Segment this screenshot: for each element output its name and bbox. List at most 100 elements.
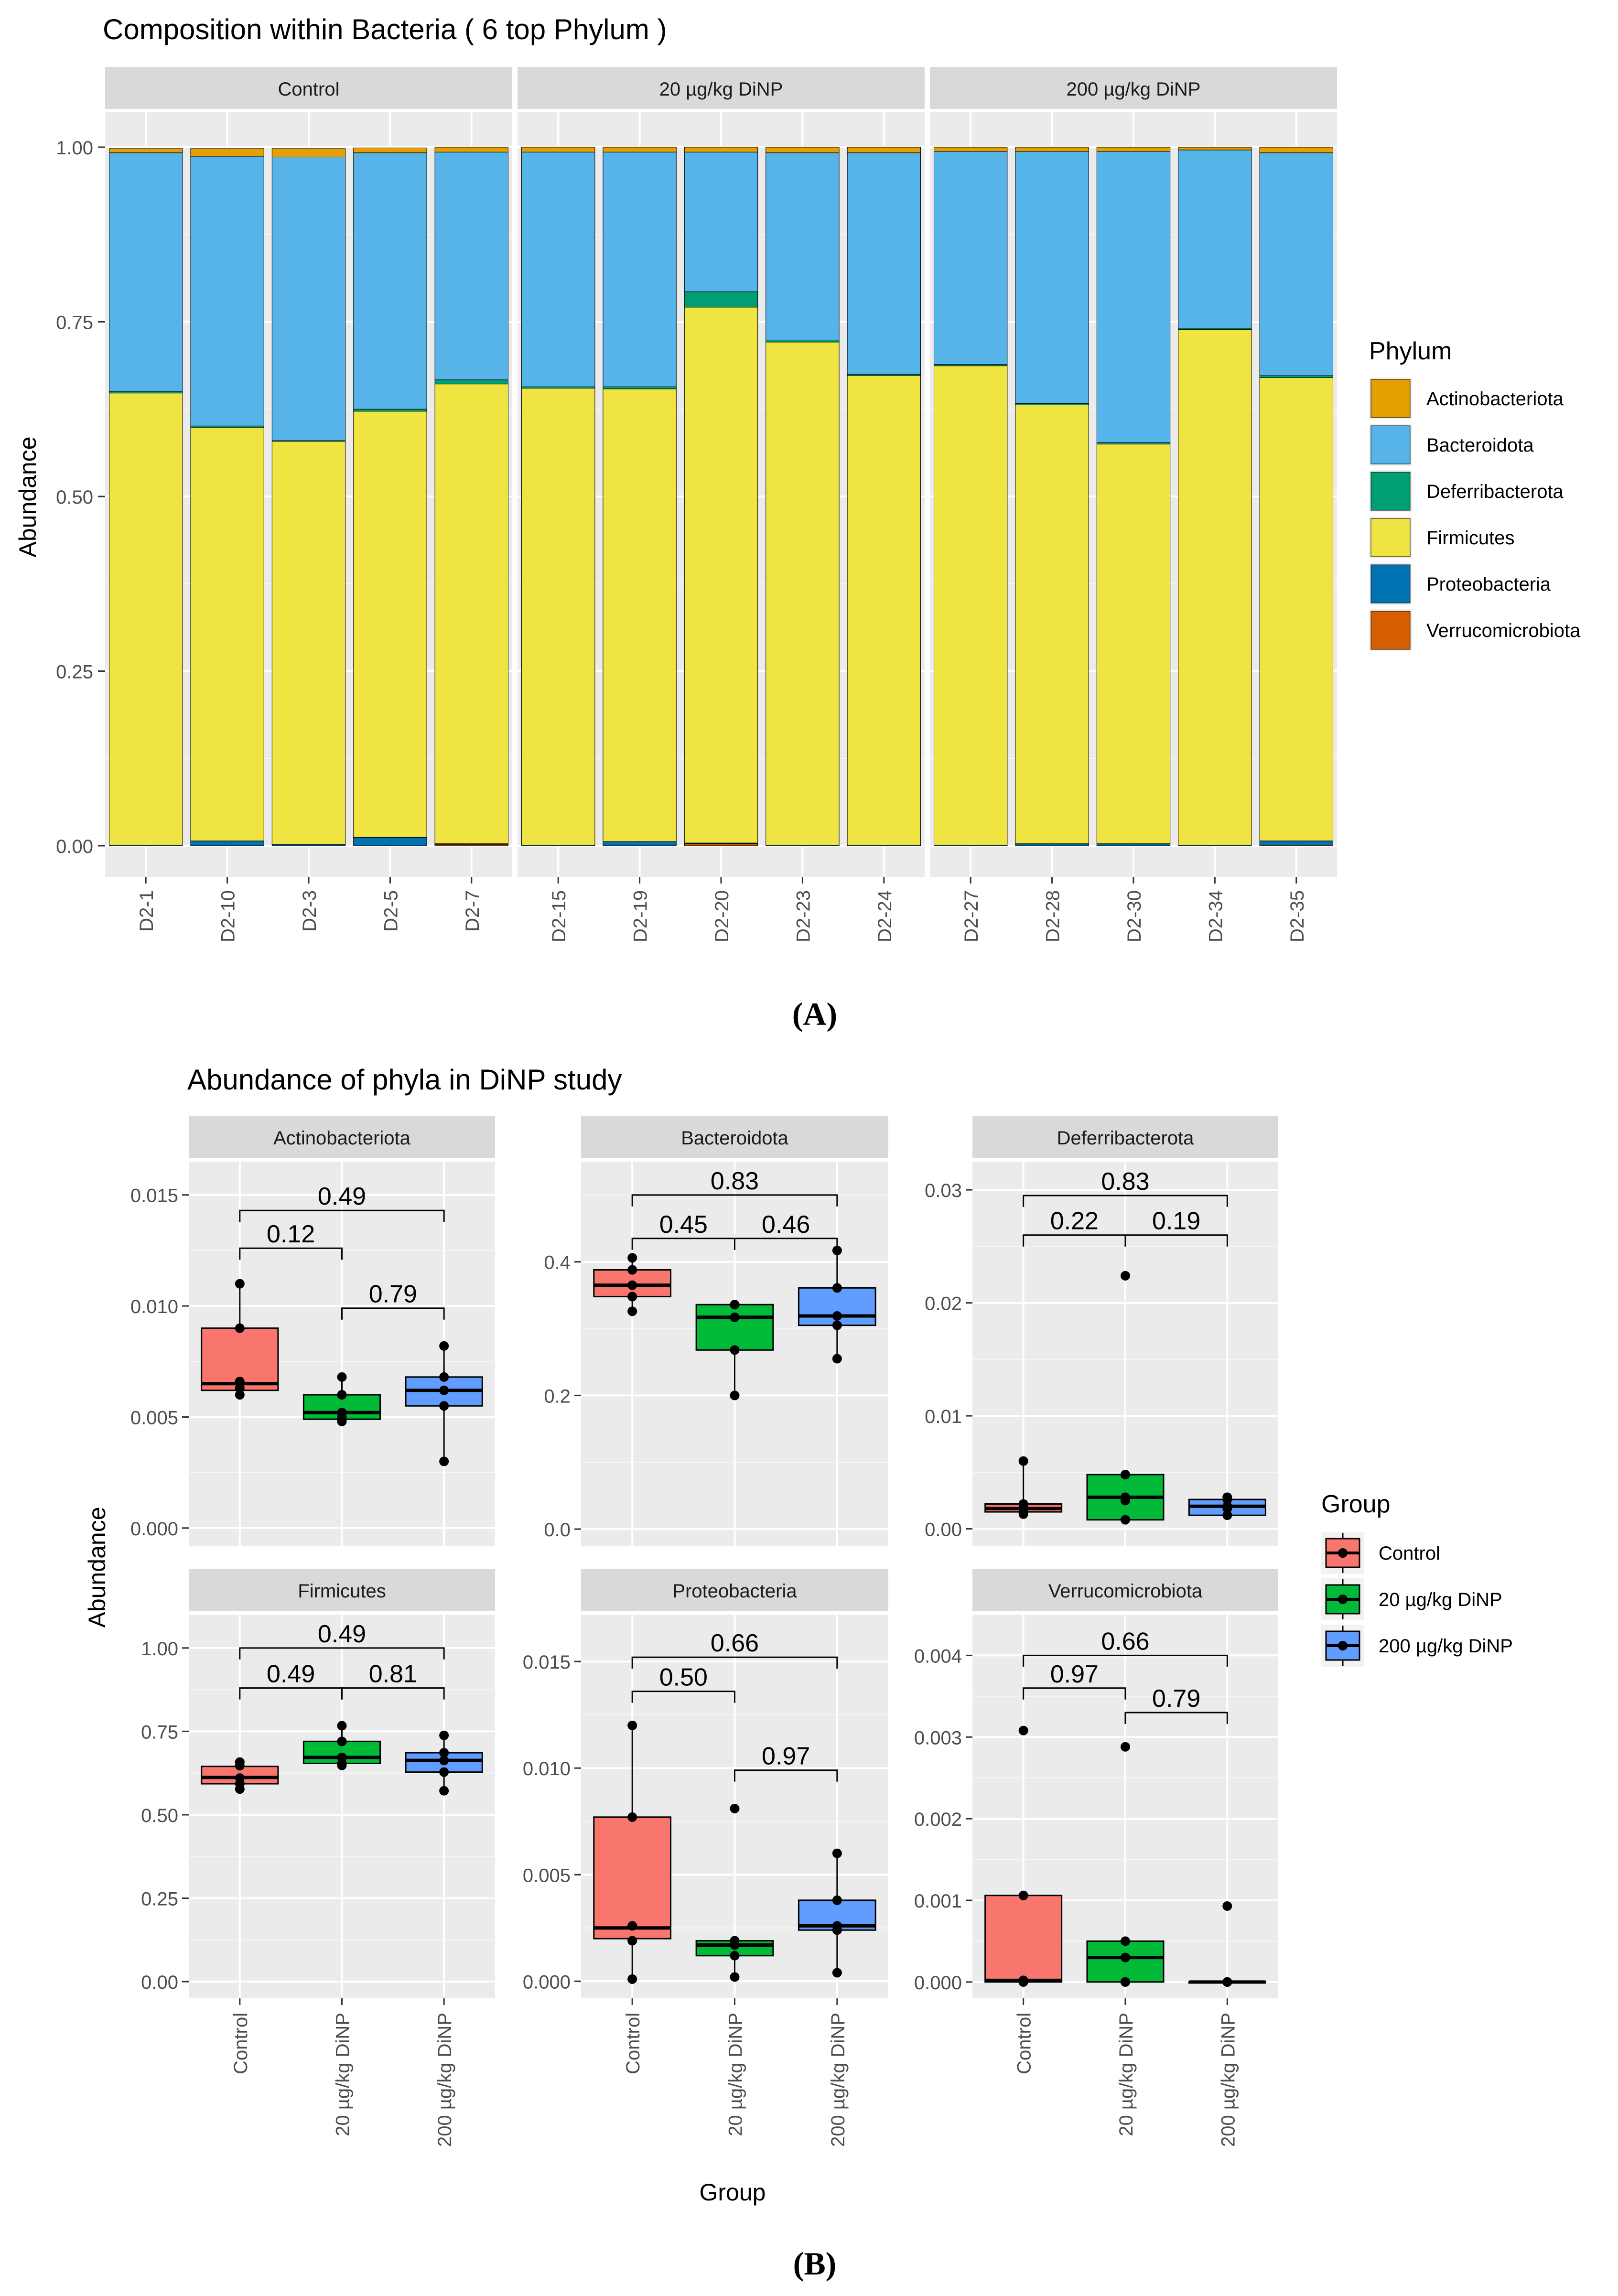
box-control [201, 1279, 279, 1400]
x-tick-label: 20 µg/kg DiNP [1116, 2013, 1137, 2136]
bar-segment-verrucomicrobiota [684, 843, 758, 846]
y-tick-label: 0.004 [914, 1646, 962, 1667]
pvalue-bracket: 0.50 [631, 1664, 735, 1703]
bar-segment-proteobacteria [603, 841, 677, 846]
legend-item-proteobacteria: Proteobacteria [1369, 563, 1551, 605]
x-tick-label: D2-23 [793, 890, 814, 942]
bar-segment-actinobacteriota [109, 148, 183, 153]
data-point [730, 1936, 740, 1946]
bar-d2-20 [684, 147, 758, 846]
bar-segment-firmicutes [109, 393, 183, 846]
y-tick-label: 0.010 [130, 1296, 178, 1317]
box-20-ug-kg-dinp [1086, 1742, 1165, 1987]
data-point [1018, 1890, 1028, 1900]
bar-d2-19 [603, 147, 677, 846]
panel-a-facets: Control D2-1 D2-10 D2-3 D2-5 D2-7 20 µg/kg DiN… [105, 67, 1337, 942]
facet-deferribacterota: Deferribacterota 0.00 0.01 0.02 0.03 0.22 0.19… [925, 1116, 1278, 1546]
panel-a-legend-title: Phylum [1369, 337, 1452, 365]
legend-label: Control [1379, 1543, 1440, 1564]
box-200-ug-kg-dinp [798, 1245, 876, 1364]
panel-b-legend-title: Group [1321, 1490, 1391, 1518]
bar-segment-firmicutes [603, 388, 677, 842]
data-point [439, 1401, 449, 1411]
data-point [1018, 1499, 1028, 1509]
bracket-line [341, 1307, 445, 1320]
facet-strip-label: 200 µg/kg DiNP [1067, 79, 1201, 100]
bracket-line [631, 1691, 735, 1703]
bar-segment-actinobacteriota [603, 147, 677, 152]
panel-a-y-axis: 0.00 0.25 0.50 0.75 1.00 [56, 138, 105, 857]
bar-segment-firmicutes [190, 427, 264, 841]
bar-segment-deferribacterota [766, 340, 840, 343]
y-tick-label: 0.0 [544, 1520, 571, 1541]
data-point [1222, 1977, 1232, 1987]
bracket-line [1023, 1687, 1126, 1700]
data-point [1018, 1975, 1028, 1985]
pvalue-label: 0.45 [659, 1211, 708, 1239]
data-point [439, 1341, 449, 1351]
bracket-line [734, 1769, 838, 1782]
pvalue-label: 0.97 [762, 1743, 810, 1770]
pvalue-label: 0.22 [1050, 1207, 1099, 1235]
data-point [1121, 1492, 1130, 1502]
pvalue-label: 0.97 [1050, 1660, 1099, 1688]
bracket-line [239, 1247, 343, 1260]
bar-segment-actinobacteriota [1096, 147, 1171, 152]
bracket-line [1124, 1712, 1228, 1725]
data-point [1018, 1725, 1028, 1735]
facet-strip-label: Bacteroidota [681, 1128, 788, 1149]
legend-swatch [1370, 425, 1411, 464]
data-point [439, 1767, 449, 1777]
facet-bacteroidota: Bacteroidota 0.0 0.2 0.4 0.45 0.460.83 [544, 1116, 888, 1546]
facet-20-ug-kg-dinp: 20 µg/kg DiNP D2-15 D2-19 D2-20 D2-23 D2-24 [518, 67, 925, 942]
box-body [695, 1304, 774, 1351]
bar-segment-actinobacteriota [847, 147, 921, 153]
bar-segment-firmicutes [1259, 377, 1333, 841]
bar-segment-bacteroidota [434, 151, 508, 380]
y-tick-label: 0.00 [56, 836, 93, 857]
box-20-ug-kg-dinp [302, 1372, 381, 1426]
y-tick-label: 0.015 [130, 1186, 178, 1207]
panel-b-x-axis-label: Group [700, 2179, 766, 2206]
box-control [593, 1253, 672, 1316]
data-point [627, 1974, 637, 1984]
data-point [832, 1354, 842, 1364]
data-point [832, 1311, 842, 1321]
data-point [730, 1300, 740, 1310]
y-tick-label: 1.00 [141, 1638, 178, 1660]
data-point [337, 1372, 347, 1382]
data-point [1121, 1515, 1130, 1525]
facet-strip [972, 1569, 1278, 1611]
y-tick-label: 0.03 [925, 1180, 962, 1201]
box-control [201, 1757, 279, 1794]
box-control [593, 1720, 672, 1984]
box-200-ug-kg-dinp [405, 1341, 483, 1466]
bar-segment-bacteroidota [353, 152, 427, 410]
box-20-ug-kg-dinp [695, 1803, 774, 1982]
panel-a-stacked-bar-chart: Composition within Bacteria ( 6 top Phyl… [14, 13, 1581, 1032]
x-tick-label: 200 µg/kg DiNP [1218, 2013, 1239, 2147]
x-tick-label: D2-30 [1124, 890, 1145, 942]
pvalue-bracket: 0.49 [239, 1183, 445, 1222]
bar-segment-deferribacterota [1259, 375, 1333, 378]
data-point [1018, 1456, 1028, 1466]
bar-segment-deferribacterota [434, 379, 508, 385]
pvalue-label: 0.83 [1101, 1168, 1149, 1196]
x-tick-label: D2-3 [299, 890, 320, 932]
bar-d2-7 [434, 147, 508, 846]
pvalue-label: 0.19 [1152, 1207, 1200, 1235]
data-point [439, 1372, 449, 1382]
bar-d2-34 [1178, 147, 1252, 846]
data-point [439, 1730, 449, 1740]
y-tick-label: 0.00 [925, 1520, 962, 1541]
legend-item-bacteroidota: Bacteroidota [1369, 424, 1534, 466]
facet-strip-label: Firmicutes [298, 1581, 386, 1602]
facet-200-ug-kg-dinp: 200 µg/kg DiNP D2-27 D2-28 D2-30 D2-34 D2-35 [930, 67, 1337, 942]
panel-a-y-axis-label: Abundance [14, 436, 41, 557]
pvalue-bracket: 0.66 [1023, 1628, 1228, 1667]
panel-a-title: Composition within Bacteria ( 6 top Phyl… [103, 13, 667, 45]
pvalue-label: 0.12 [267, 1220, 315, 1248]
pvalue-bracket: 0.97 [734, 1743, 838, 1782]
data-point [627, 1921, 637, 1931]
panel-b-legend: Group Control 20 µg/kg DiNP 200 µg/kg DiNP [1321, 1490, 1513, 1667]
